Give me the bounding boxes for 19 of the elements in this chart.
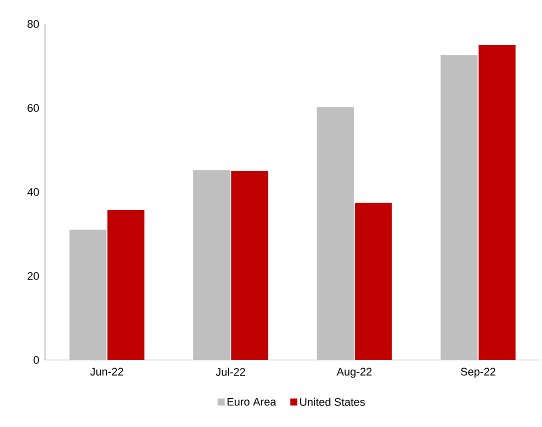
y-tick-label: 20 <box>28 272 39 280</box>
x-tick-label: Jun-22 <box>90 368 124 376</box>
y-tick-label: 60 <box>28 104 39 112</box>
legend-label: United States <box>300 398 365 406</box>
y-tick-label: 40 <box>27 188 39 196</box>
legend-label: Euro Area <box>228 398 276 406</box>
bar <box>107 210 144 360</box>
x-tick-label: Jul-22 <box>216 368 246 376</box>
y-tick-label: 80 <box>28 20 39 28</box>
y-tick-label: 0 <box>34 356 39 364</box>
bar <box>440 55 478 360</box>
bar <box>231 170 268 360</box>
bar <box>193 170 230 360</box>
x-tick-label: Sep-22 <box>460 368 496 378</box>
x-tick-label: Aug-22 <box>336 368 372 378</box>
bar <box>354 202 392 360</box>
bar <box>316 107 354 360</box>
bar <box>69 230 106 360</box>
bar <box>478 44 516 360</box>
